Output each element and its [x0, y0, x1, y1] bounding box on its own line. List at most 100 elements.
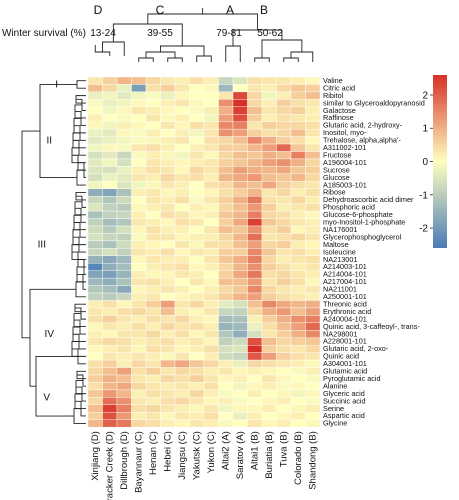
row-cluster-label: IV: [45, 329, 55, 340]
heatmap-cell: [174, 263, 190, 271]
heatmap-cell: [145, 158, 161, 167]
heatmap-cell: [174, 158, 190, 167]
heatmap-cell: [189, 374, 205, 383]
heatmap-cell: [247, 233, 263, 242]
heatmap-cell: [131, 255, 147, 264]
heatmap-cell: [131, 136, 147, 145]
heatmap-cell: [218, 285, 234, 294]
heatmap-cell: [305, 181, 321, 189]
heatmap-cell: [189, 203, 205, 212]
heatmap-cell: [116, 270, 132, 279]
heatmap-cell: [276, 300, 292, 309]
heatmap-cell: [116, 404, 132, 413]
heatmap-cell: [160, 99, 176, 107]
heatmap-cell: [116, 188, 132, 197]
heatmap-cell: [102, 322, 118, 331]
heatmap-cell: [290, 128, 306, 137]
heatmap-cell: [102, 270, 118, 279]
heatmap-cell: [232, 300, 248, 309]
heatmap-cell: [261, 188, 277, 197]
heatmap-cell: [203, 270, 219, 279]
heatmap-cell: [87, 374, 103, 383]
heatmap-cell: [203, 114, 219, 122]
heatmap-cell: [218, 210, 234, 219]
heatmap-cell: [232, 270, 248, 279]
heatmap-cell: [87, 91, 103, 100]
heatmap-cell: [160, 404, 176, 413]
heatmap-cell: [261, 285, 277, 294]
heatmap-cell: [305, 195, 321, 204]
heatmap-cell: [261, 218, 277, 227]
heatmap-cell: [232, 285, 248, 294]
heatmap-cell: [305, 91, 321, 100]
heatmap-cell: [305, 374, 321, 383]
heatmap-cell: [276, 128, 292, 137]
heatmap-cell: [131, 203, 147, 212]
heatmap-cell: [261, 166, 277, 175]
heatmap-cell: [247, 91, 263, 100]
heatmap-cell: [160, 173, 176, 182]
heatmap-cell: [261, 99, 277, 107]
heatmap-cell: [102, 300, 118, 309]
heatmap-cell: [261, 337, 277, 346]
heatmap-cell: [203, 412, 219, 420]
heatmap-cell: [276, 263, 292, 271]
heatmap-cell: [232, 203, 248, 212]
heatmap-cell: [116, 255, 132, 264]
heatmap-cell: [276, 337, 292, 346]
heatmap-cell: [87, 203, 103, 212]
heatmap-cell: [131, 285, 147, 294]
row-label: Serine: [323, 404, 344, 413]
row-label: Pyroglutamic acid: [323, 374, 381, 383]
heatmap-cell: [305, 352, 321, 361]
heatmap-cell: [232, 307, 248, 316]
heatmap-cell: [160, 397, 176, 406]
heatmap-cell: [276, 91, 292, 100]
heatmap-cell: [87, 158, 103, 167]
heatmap-cell: [290, 374, 306, 383]
row-label: Citric acid: [323, 83, 355, 92]
heatmap-cell: [145, 255, 161, 264]
heatmap-cell: [131, 397, 147, 406]
heatmap-cell: [87, 218, 103, 227]
heatmap-cell: [218, 136, 234, 145]
heatmap-cell: [261, 181, 277, 189]
heatmap-cell: [174, 166, 190, 175]
row-label: A311002-101: [323, 143, 366, 152]
heatmap-cell: [131, 181, 147, 189]
heatmap-cell: [87, 412, 103, 420]
heatmap-cell: [218, 143, 234, 152]
heatmap-cell: [189, 248, 205, 257]
heatmap-cell: [203, 225, 219, 234]
heatmap-cell: [116, 121, 132, 130]
heatmap-cell: [116, 352, 132, 361]
heatmap-cell: [247, 181, 263, 189]
heatmap-cell: [290, 330, 306, 338]
heatmap-cell: [174, 277, 190, 286]
heatmap-cell: [218, 270, 234, 279]
heatmap-cell: [290, 389, 306, 398]
heatmap-cell: [232, 389, 248, 398]
heatmap-cell: [116, 195, 132, 204]
heatmap-cell: [102, 158, 118, 167]
heatmap-cell: [305, 263, 321, 271]
heatmap-cell: [276, 374, 292, 383]
heatmap-cell: [247, 99, 263, 107]
heatmap-cell: [189, 99, 205, 107]
heatmap-cell: [232, 151, 248, 160]
heatmap-cell: [218, 188, 234, 197]
heatmap-cell: [160, 158, 176, 167]
heatmap-cell: [145, 397, 161, 406]
row-label: similar to Glyceroaldopyranosid: [323, 98, 425, 107]
heatmap-cell: [102, 121, 118, 130]
heatmap-cell: [160, 315, 176, 324]
heatmap-cell: [276, 106, 292, 115]
heatmap-cell: [305, 248, 321, 257]
heatmap-cell: [131, 240, 147, 249]
dendrogram-branch: [225, 45, 241, 62]
heatmap-cell: [174, 143, 190, 152]
survival-group-range: 13-24: [90, 28, 116, 39]
heatmap-cell: [116, 345, 132, 353]
heatmap-cell: [290, 233, 306, 242]
heatmap-cell: [261, 173, 277, 182]
